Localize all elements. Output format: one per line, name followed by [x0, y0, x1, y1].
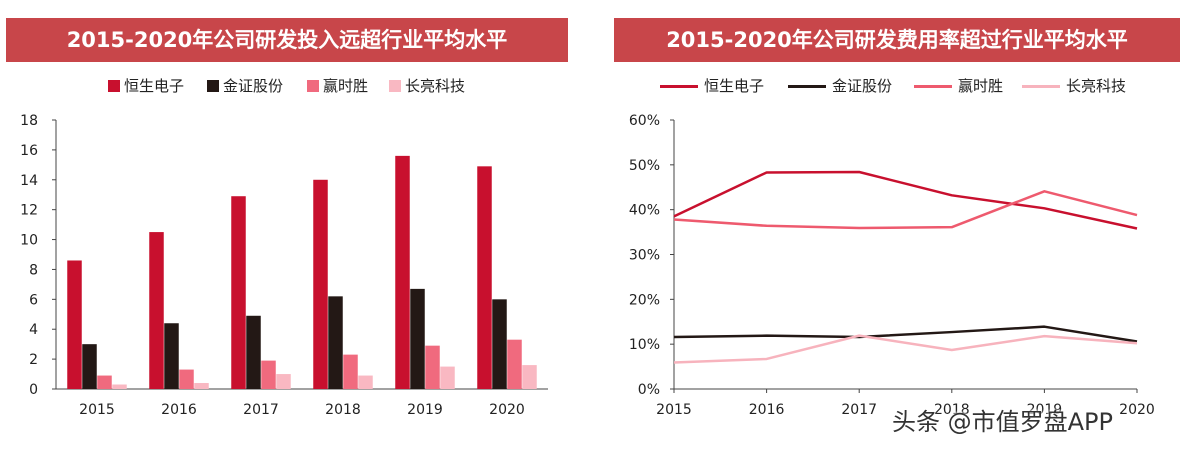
bar [492, 299, 507, 389]
bar [328, 296, 343, 389]
y-tick-label: 50% [629, 158, 660, 174]
bar [194, 383, 209, 389]
bar [261, 361, 276, 389]
bar [164, 323, 179, 389]
y-tick-label: 14 [20, 173, 38, 189]
x-tick-label: 2020 [489, 402, 525, 418]
bar [477, 166, 492, 389]
bar [246, 316, 261, 389]
y-tick-label: 2 [29, 352, 38, 368]
series-line [674, 336, 1137, 363]
bar [358, 376, 373, 389]
y-tick-label: 10% [629, 337, 660, 353]
bar [82, 344, 97, 389]
x-tick-label: 2015 [79, 402, 115, 418]
y-tick-label: 12 [20, 203, 38, 219]
y-tick-label: 4 [29, 322, 38, 338]
line-chart-svg: 0%10%20%30%40%50%60%2015 2016 2017 2018 2019… [612, 0, 1192, 452]
rd-ratio-chart-panel: 2015-2020年公司研发费用率超过行业平均水平 恒生电子 金证股份 赢时胜 … [612, 0, 1192, 452]
bar-chart-svg: 0 2 4 6 8 10 12 14 16 18 2015 2016 2017 2018 2019 2020 [0, 0, 590, 452]
y-tick-label: 18 [20, 113, 38, 129]
x-tick-label: 2016 [749, 402, 785, 418]
y-tick-label: 40% [629, 203, 660, 219]
bar [112, 385, 127, 389]
x-tick-label: 2017 [841, 402, 877, 418]
watermark: 头条 @市值罗盘APP [892, 402, 1113, 437]
x-tick-label: 2015 [656, 402, 692, 418]
y-tick-label: 10 [20, 233, 38, 249]
y-tick-label: 30% [629, 248, 660, 264]
rd-investment-chart-panel: 2015-2020年公司研发投入远超行业平均水平 恒生电子 金证股份 赢时胜 长… [0, 0, 590, 452]
x-tick-label: 2016 [161, 402, 197, 418]
x-tick-label: 2018 [325, 402, 361, 418]
bar [425, 346, 440, 389]
y-tick-label: 20% [629, 292, 660, 308]
series-line [674, 172, 1137, 228]
y-tick-label: 60% [629, 113, 660, 129]
bar [313, 180, 328, 389]
bar [67, 260, 82, 389]
y-tick-label: 6 [29, 292, 38, 308]
y-tick-label: 16 [20, 143, 38, 159]
bar [440, 367, 455, 389]
series-line [674, 327, 1137, 342]
bar [522, 365, 537, 389]
x-tick-label: 2017 [243, 402, 279, 418]
series-line [674, 191, 1137, 228]
x-tick-label: 2019 [407, 402, 443, 418]
y-tick-label: 0 [29, 382, 38, 398]
bar [97, 376, 112, 389]
bar [507, 340, 522, 389]
y-tick-label: 0% [638, 382, 660, 398]
bar [410, 289, 425, 389]
bar [343, 355, 358, 389]
bar [179, 370, 194, 389]
bar [231, 196, 246, 389]
x-tick-label: 2020 [1119, 402, 1155, 418]
bar [276, 374, 291, 389]
bar [395, 156, 410, 389]
bar [149, 232, 164, 389]
y-tick-label: 8 [29, 262, 38, 278]
